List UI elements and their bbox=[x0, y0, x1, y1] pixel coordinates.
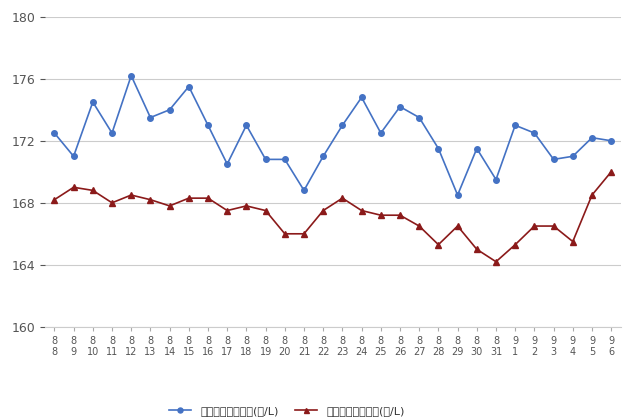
ハイオク実売価格(円/L) bbox=[147, 197, 154, 202]
ハイオク実売価格(円/L) bbox=[492, 259, 500, 264]
ハイオク実売価格(円/L) bbox=[51, 197, 58, 202]
ハイオク看板価格(円/L) bbox=[243, 123, 250, 128]
ハイオク看板価格(円/L) bbox=[396, 104, 404, 109]
ハイオク看板価格(円/L) bbox=[607, 138, 615, 143]
ハイオク看板価格(円/L) bbox=[550, 157, 557, 162]
ハイオク実売価格(円/L) bbox=[531, 223, 538, 228]
ハイオク看板価格(円/L) bbox=[223, 162, 231, 167]
ハイオク看板価格(円/L) bbox=[89, 99, 97, 104]
ハイオク実売価格(円/L) bbox=[435, 242, 442, 247]
ハイオク看板価格(円/L) bbox=[262, 157, 269, 162]
ハイオク実売価格(円/L) bbox=[588, 193, 596, 198]
ハイオク実売価格(円/L) bbox=[204, 196, 212, 201]
ハイオク実売価格(円/L) bbox=[339, 196, 346, 201]
ハイオク看板価格(円/L) bbox=[588, 135, 596, 140]
ハイオク看板価格(円/L) bbox=[454, 193, 461, 198]
ハイオク実売価格(円/L) bbox=[358, 208, 365, 213]
Line: ハイオク実売価格(円/L): ハイオク実売価格(円/L) bbox=[52, 169, 614, 264]
ハイオク看板価格(円/L) bbox=[339, 123, 346, 128]
ハイオク実売価格(円/L) bbox=[70, 185, 77, 190]
ハイオク実売価格(円/L) bbox=[473, 247, 481, 252]
Line: ハイオク看板価格(円/L): ハイオク看板価格(円/L) bbox=[52, 73, 614, 198]
ハイオク看板価格(円/L) bbox=[319, 154, 327, 159]
ハイオク看板価格(円/L) bbox=[108, 130, 116, 135]
ハイオク実売価格(円/L) bbox=[569, 239, 577, 244]
ハイオク実売価格(円/L) bbox=[89, 188, 97, 193]
ハイオク看板価格(円/L) bbox=[147, 115, 154, 120]
ハイオク看板価格(円/L) bbox=[531, 130, 538, 135]
ハイオク看板価格(円/L) bbox=[185, 84, 193, 89]
ハイオク実売価格(円/L) bbox=[607, 169, 615, 174]
ハイオク実売価格(円/L) bbox=[396, 213, 404, 218]
ハイオク実売価格(円/L) bbox=[243, 203, 250, 208]
ハイオク看板価格(円/L) bbox=[51, 130, 58, 135]
ハイオク看板価格(円/L) bbox=[377, 130, 385, 135]
ハイオク看板価格(円/L) bbox=[492, 177, 500, 182]
ハイオク看板価格(円/L) bbox=[70, 154, 77, 159]
Legend: ハイオク看板価格(円/L), ハイオク実売価格(円/L): ハイオク看板価格(円/L), ハイオク実売価格(円/L) bbox=[164, 401, 409, 419]
ハイオク実売価格(円/L) bbox=[415, 223, 423, 228]
ハイオク看板価格(円/L) bbox=[569, 154, 577, 159]
ハイオク実売価格(円/L) bbox=[166, 203, 173, 208]
ハイオク実売価格(円/L) bbox=[223, 208, 231, 213]
ハイオク実売価格(円/L) bbox=[108, 200, 116, 205]
ハイオク看板価格(円/L) bbox=[300, 188, 308, 193]
ハイオク看板価格(円/L) bbox=[166, 107, 173, 112]
ハイオク看板価格(円/L) bbox=[473, 146, 481, 151]
ハイオク実売価格(円/L) bbox=[550, 223, 557, 228]
ハイオク看板価格(円/L) bbox=[415, 115, 423, 120]
ハイオク実売価格(円/L) bbox=[454, 223, 461, 228]
ハイオク看板価格(円/L) bbox=[511, 123, 519, 128]
ハイオク実売価格(円/L) bbox=[300, 231, 308, 236]
ハイオク実売価格(円/L) bbox=[511, 242, 519, 247]
ハイオク看板価格(円/L) bbox=[204, 123, 212, 128]
ハイオク実売価格(円/L) bbox=[281, 231, 289, 236]
ハイオク看板価格(円/L) bbox=[281, 157, 289, 162]
ハイオク実売価格(円/L) bbox=[377, 213, 385, 218]
ハイオク実売価格(円/L) bbox=[319, 208, 327, 213]
ハイオク看板価格(円/L) bbox=[358, 95, 365, 100]
ハイオク看板価格(円/L) bbox=[127, 73, 135, 78]
ハイオク看板価格(円/L) bbox=[435, 146, 442, 151]
ハイオク実売価格(円/L) bbox=[127, 193, 135, 198]
ハイオク実売価格(円/L) bbox=[262, 208, 269, 213]
ハイオク実売価格(円/L) bbox=[185, 196, 193, 201]
